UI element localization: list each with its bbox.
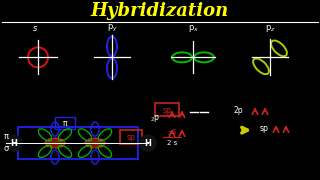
Text: sp: sp — [127, 133, 135, 142]
Ellipse shape — [85, 138, 105, 148]
Text: p$_y$: p$_y$ — [107, 23, 117, 34]
Circle shape — [140, 135, 156, 151]
Text: H: H — [11, 139, 17, 148]
Circle shape — [6, 135, 22, 151]
Text: p$_z$: p$_z$ — [265, 23, 275, 34]
Text: p$_x$: p$_x$ — [188, 23, 198, 34]
Text: π: π — [4, 132, 9, 141]
Text: 2p: 2p — [233, 106, 243, 115]
Text: σ: σ — [4, 144, 9, 153]
Ellipse shape — [45, 138, 65, 148]
Text: H: H — [145, 139, 151, 148]
Text: sp: sp — [260, 124, 269, 133]
Text: π: π — [63, 119, 67, 128]
Text: sp: sp — [163, 106, 172, 115]
Text: s: s — [33, 24, 37, 33]
Text: Hybridization: Hybridization — [91, 3, 229, 21]
Text: $_{2}$p: $_{2}$p — [150, 113, 160, 124]
Text: 2 s: 2 s — [167, 140, 177, 146]
Text: $_{2}$s: $_{2}$s — [167, 128, 177, 138]
